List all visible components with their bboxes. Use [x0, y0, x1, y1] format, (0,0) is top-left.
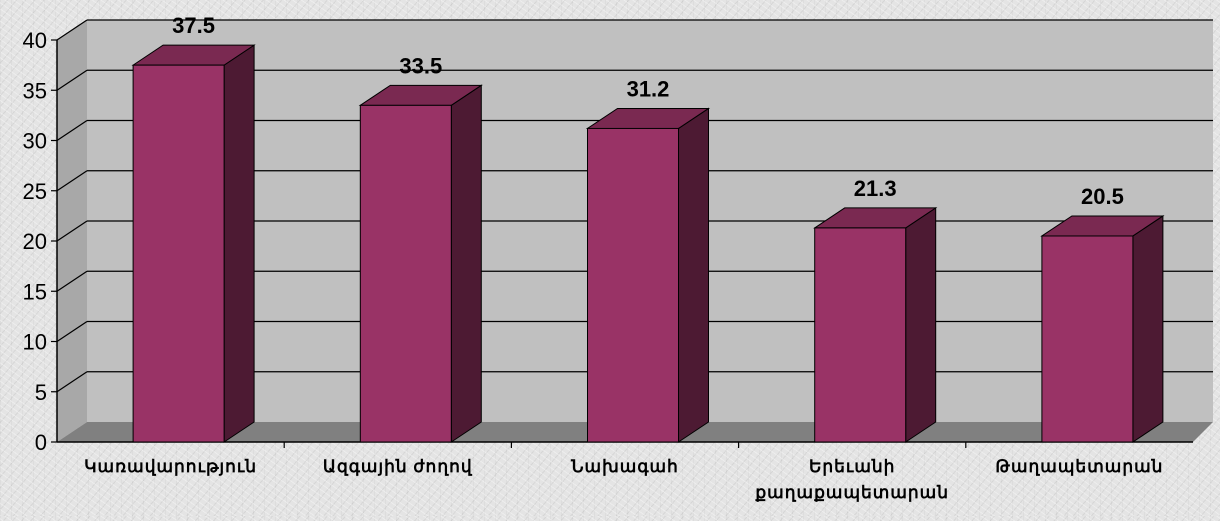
- gridline-side: [56, 220, 88, 242]
- x-tick-label: Ազգային ժողով: [323, 457, 473, 476]
- gridline-side: [56, 371, 88, 393]
- y-tick-label: 10: [23, 330, 47, 355]
- data-label: 37.5: [172, 13, 215, 38]
- x-tick-label: Երեւանի: [809, 457, 896, 476]
- bar-side: [678, 107, 709, 443]
- y-tick-label: 35: [23, 78, 47, 103]
- bar: [359, 104, 452, 443]
- gridline-side: [56, 270, 88, 292]
- y-tick-label: 5: [35, 380, 47, 405]
- data-label: 21.3: [854, 176, 897, 201]
- data-label: 20.5: [1081, 184, 1124, 209]
- bar: [814, 227, 907, 443]
- bar-side: [223, 44, 255, 443]
- gridline-side: [56, 170, 88, 192]
- x-tick-label: Նախագահ: [570, 457, 679, 476]
- bar-side: [450, 84, 482, 443]
- gridline-side: [56, 69, 88, 91]
- bar: [587, 127, 679, 443]
- y-tick-label: 0: [35, 430, 47, 455]
- data-label: 33.5: [399, 53, 442, 78]
- bar-side: [1132, 215, 1164, 443]
- bar: [1041, 235, 1134, 443]
- y-tick-label: 40: [23, 28, 47, 53]
- data-label: 31.2: [627, 76, 670, 101]
- gridline-side: [56, 19, 88, 41]
- bar-side: [905, 207, 937, 443]
- y-tick-label: 20: [23, 229, 47, 254]
- x-tick-label: Թաղապետարան: [995, 457, 1163, 476]
- bar: [132, 64, 225, 443]
- y-tick-label: 30: [23, 129, 47, 154]
- x-tick-label: Կառավարություն: [84, 457, 257, 476]
- x-tick-label: քաղաքապետարան: [755, 483, 949, 502]
- y-tick-label: 25: [23, 179, 47, 204]
- gridline-side: [56, 321, 88, 342]
- y-tick-label: 15: [23, 279, 47, 304]
- gridline-side: [56, 120, 88, 141]
